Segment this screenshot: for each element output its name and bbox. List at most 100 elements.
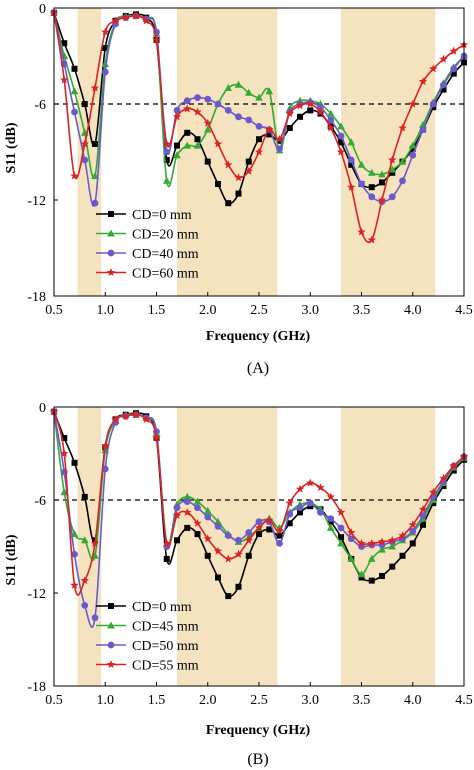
- x-tick-label: 3.5: [353, 303, 371, 318]
- data-point-marker: [275, 526, 284, 535]
- data-point-marker: [266, 131, 273, 138]
- data-point-marker: [256, 531, 262, 538]
- data-point-marker: [101, 60, 110, 67]
- data-point-marker: [378, 170, 386, 178]
- data-point-marker: [286, 125, 293, 131]
- y-axis-label: S11 (dB): [4, 534, 19, 585]
- x-tick-label: 0.5: [45, 693, 63, 708]
- data-point-marker: [80, 536, 89, 544]
- data-point-marker: [193, 497, 202, 505]
- data-point-marker: [183, 104, 192, 113]
- data-point-marker: [429, 100, 437, 108]
- x-tick-label: 4.0: [404, 303, 422, 318]
- data-point-marker: [194, 94, 201, 101]
- x-axis-label: Frequency (GHz): [206, 723, 311, 738]
- data-point-marker: [440, 483, 447, 490]
- data-point-marker: [172, 511, 182, 520]
- data-point-marker: [131, 410, 141, 419]
- data-point-marker: [430, 500, 437, 507]
- data-point-marker: [90, 539, 100, 547]
- data-point-marker: [357, 539, 366, 547]
- shaded-band: [341, 407, 436, 686]
- data-point-marker: [358, 574, 365, 581]
- legend-marker: [106, 268, 116, 277]
- data-point-marker: [194, 504, 201, 512]
- data-point-marker: [255, 93, 263, 101]
- data-point-marker: [347, 138, 356, 146]
- data-point-marker: [214, 522, 222, 530]
- plot-area: 0.5 1.0 1.5 2.0 2.5 3.0 3.5 4.0 4.5 0 -6 -12 -18 CD=0…: [27, 401, 472, 708]
- data-point-marker: [450, 70, 457, 77]
- data-point-marker: [408, 141, 417, 149]
- data-point-marker: [429, 64, 438, 73]
- data-point-marker: [254, 147, 264, 156]
- data-point-marker: [172, 112, 182, 121]
- data-point-marker: [338, 139, 344, 146]
- data-point-marker: [92, 141, 98, 147]
- data-point-marker: [101, 465, 109, 473]
- legend-label: CD=45 mm: [132, 620, 199, 635]
- legend-marker: [107, 641, 115, 649]
- shaded-band: [77, 8, 102, 296]
- data-point-marker: [131, 11, 141, 20]
- data-point-marker: [337, 122, 345, 130]
- data-point-marker: [336, 508, 346, 516]
- data-point-marker: [316, 483, 325, 492]
- data-point-marker: [163, 148, 171, 156]
- y-tick-label: -12: [27, 194, 46, 209]
- legend-marker: [107, 249, 115, 257]
- data-point-marker: [101, 27, 110, 36]
- data-point-marker: [275, 134, 284, 143]
- data-point-marker: [357, 160, 366, 168]
- data-point-marker: [235, 190, 242, 197]
- data-point-marker: [419, 512, 427, 519]
- data-point-marker: [326, 109, 335, 117]
- data-point-marker: [203, 118, 212, 127]
- data-point-marker: [276, 532, 283, 539]
- data-point-marker: [285, 498, 294, 507]
- shaded-band: [77, 407, 102, 686]
- data-point-marker: [418, 77, 428, 86]
- data-point-marker: [174, 142, 180, 149]
- x-axis-label: Frequency (GHz): [206, 329, 311, 344]
- data-point-marker: [174, 537, 180, 544]
- data-point-marker: [225, 593, 232, 600]
- legend-marker: [106, 660, 116, 669]
- data-point-marker: [409, 151, 417, 159]
- y-tick-label: -12: [27, 587, 46, 602]
- data-point-marker: [326, 523, 335, 531]
- data-point-marker: [266, 526, 273, 533]
- x-tick-label: 1.0: [97, 303, 115, 318]
- series-cd-60-mm: [49, 8, 469, 244]
- data-point-marker: [142, 415, 151, 423]
- data-point-marker: [368, 184, 375, 191]
- legend-label: CD=20 mm: [132, 228, 199, 243]
- data-point-marker: [214, 517, 222, 525]
- data-point-marker: [245, 552, 252, 559]
- data-point-marker: [183, 492, 192, 500]
- data-point-marker: [71, 550, 78, 558]
- data-point-marker: [256, 136, 262, 143]
- data-point-marker: [193, 141, 202, 149]
- data-point-marker: [111, 16, 120, 25]
- data-point-marker: [286, 520, 293, 527]
- data-point-marker: [184, 524, 191, 531]
- plot-area: 0.5 1.0 1.5 2.0 2.5 3.0 3.5 4.0 4.5 0 -6 -12 -18 CD=0…: [27, 2, 472, 318]
- data-point-marker: [224, 160, 233, 169]
- x-tick-label: 0.5: [45, 303, 63, 318]
- data-point-marker: [81, 493, 88, 500]
- series-line: [53, 12, 465, 244]
- data-point-marker: [347, 528, 356, 537]
- data-point-marker: [245, 116, 253, 124]
- data-point-marker: [389, 563, 396, 570]
- shaded-band: [341, 8, 436, 296]
- data-point-marker: [90, 83, 100, 92]
- data-point-marker: [358, 180, 365, 188]
- data-point-marker: [235, 583, 242, 590]
- legend-label: CD=55 mm: [132, 659, 199, 674]
- data-point-marker: [388, 542, 397, 550]
- data-point-marker: [409, 540, 416, 547]
- data-point-marker: [173, 504, 181, 512]
- data-point-marker: [214, 100, 222, 108]
